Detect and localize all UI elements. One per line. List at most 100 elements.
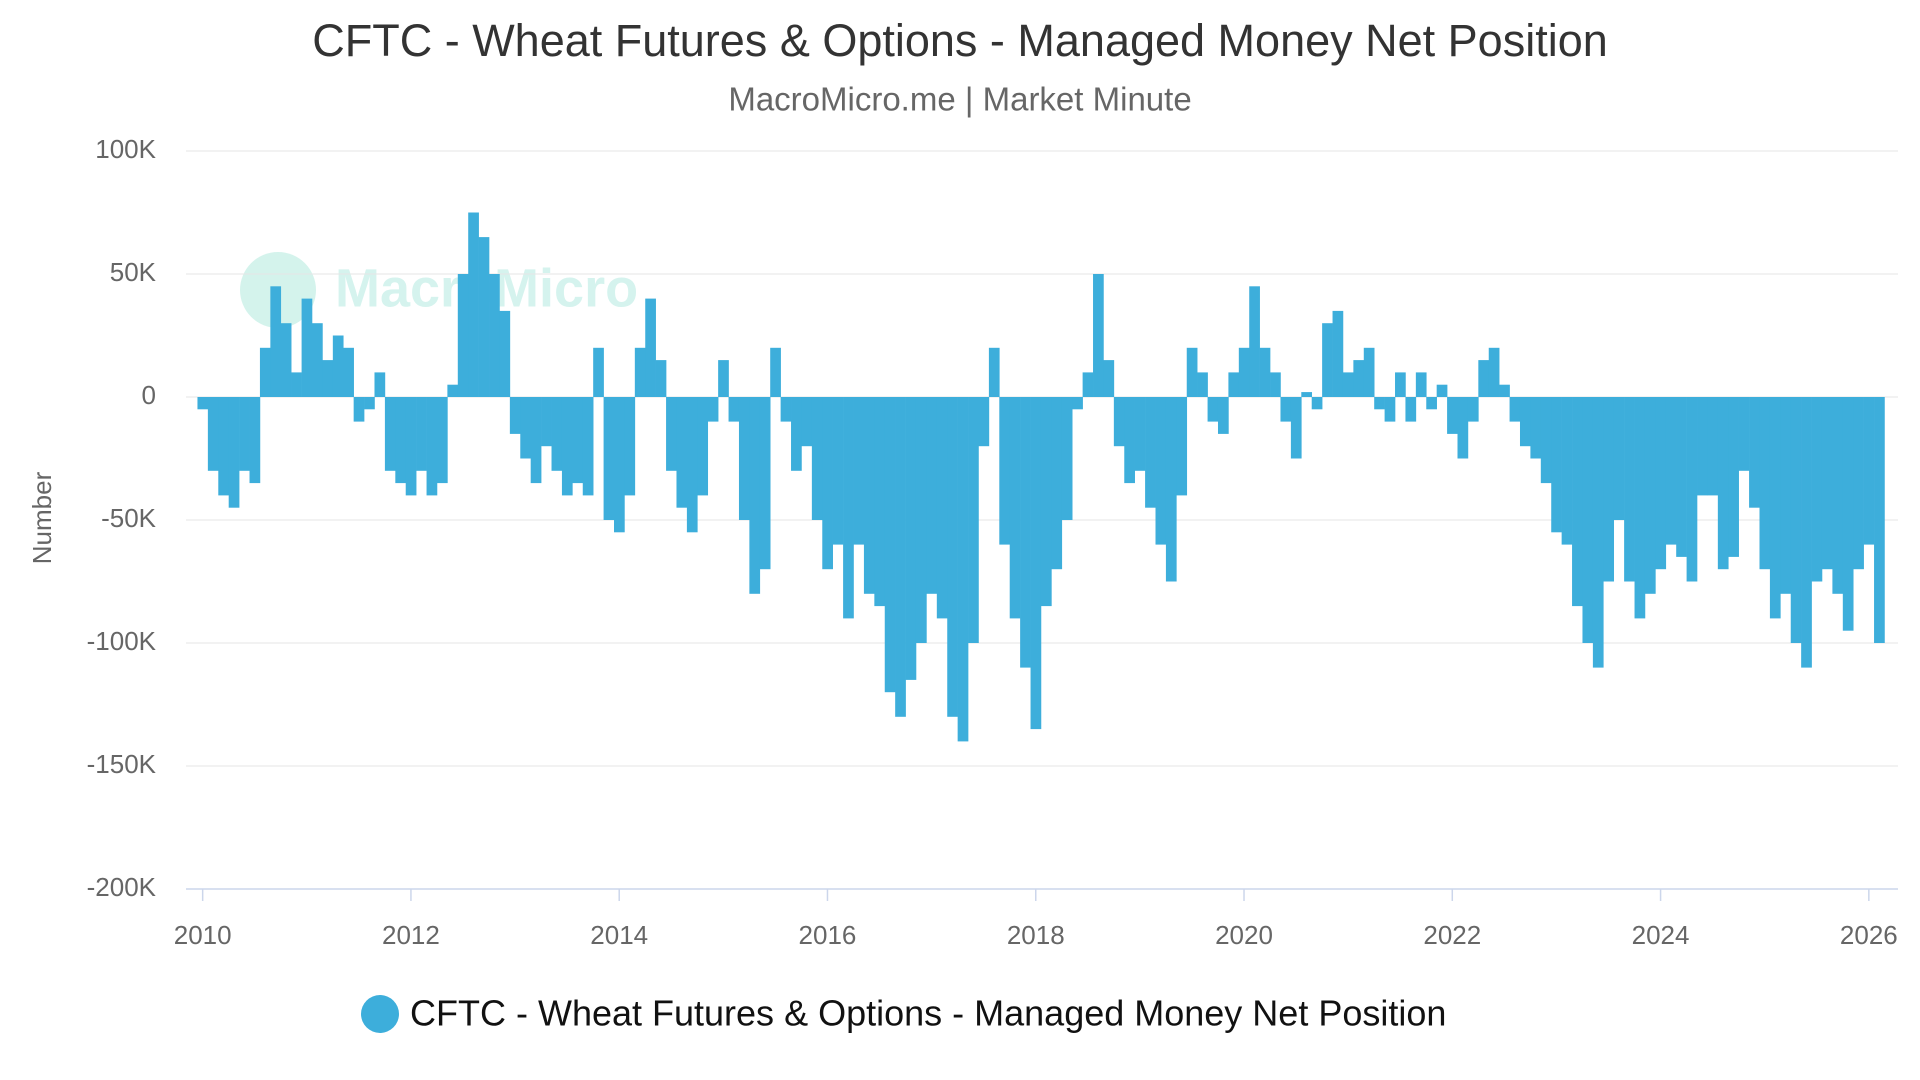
bar	[1655, 397, 1667, 570]
bar	[1270, 372, 1281, 397]
bar	[1801, 397, 1812, 668]
x-tick-label: 2014	[590, 920, 648, 950]
bar	[853, 397, 865, 545]
bar	[1780, 397, 1792, 594]
chart-subtitle: MacroMicro.me | Market Minute	[728, 81, 1191, 118]
bar	[1613, 397, 1625, 520]
bar	[1384, 397, 1396, 422]
bar	[1165, 397, 1177, 582]
bar	[655, 360, 667, 397]
bar	[291, 372, 302, 397]
bar	[843, 397, 854, 619]
bar	[1592, 397, 1604, 668]
y-tick-label: -50K	[101, 503, 157, 533]
bar	[582, 397, 594, 496]
bar	[1238, 347, 1250, 397]
bar	[759, 397, 771, 570]
bar	[1624, 397, 1635, 582]
bar	[1030, 397, 1042, 730]
bar	[1040, 397, 1052, 607]
bar	[1697, 397, 1708, 496]
bar	[259, 347, 271, 397]
bar	[312, 323, 323, 397]
bar	[1530, 397, 1542, 459]
bar	[1863, 397, 1875, 545]
bar	[530, 397, 542, 484]
bar	[561, 397, 573, 496]
bar	[1561, 397, 1573, 545]
bar	[1665, 397, 1677, 545]
bar	[228, 397, 240, 508]
bar	[593, 347, 604, 397]
bar	[364, 397, 375, 410]
bar	[926, 397, 938, 594]
bar	[1228, 372, 1240, 397]
bar	[988, 347, 1000, 397]
bar	[676, 397, 688, 508]
bar	[249, 397, 261, 484]
bar	[905, 397, 917, 680]
bar	[1634, 397, 1646, 619]
bar	[1644, 397, 1656, 594]
bar	[1447, 397, 1458, 434]
bar	[832, 397, 844, 545]
bar	[541, 397, 552, 447]
bar	[915, 397, 927, 643]
y-tick-label: 100K	[95, 134, 156, 164]
bar	[1176, 397, 1188, 496]
bar	[1082, 372, 1094, 397]
bar	[353, 397, 365, 422]
bar	[863, 397, 875, 594]
bar	[322, 360, 334, 397]
legend-label: CFTC - Wheat Futures & Options - Managed…	[410, 993, 1446, 1034]
x-tick-label: 2026	[1840, 920, 1898, 950]
bar	[520, 397, 531, 459]
bar	[801, 397, 813, 447]
y-tick-label: 50K	[110, 257, 157, 287]
bar	[1134, 397, 1146, 471]
bar	[1405, 397, 1417, 422]
bar	[1582, 397, 1594, 643]
bar	[957, 397, 969, 742]
bar	[1436, 384, 1448, 397]
bar	[822, 397, 833, 570]
bar	[780, 397, 792, 422]
bar	[707, 397, 719, 422]
bar	[1363, 347, 1375, 397]
bar	[1051, 397, 1063, 570]
bar	[1457, 397, 1469, 459]
bar	[384, 397, 396, 471]
bar	[436, 397, 448, 484]
bar	[1821, 397, 1833, 570]
bar	[1072, 397, 1083, 410]
bar	[1686, 397, 1698, 582]
bar	[426, 397, 438, 496]
y-axis-label: Number	[27, 471, 57, 564]
bar	[301, 298, 313, 397]
bar	[207, 397, 219, 471]
bar	[738, 397, 750, 520]
legend-marker	[361, 995, 399, 1033]
x-tick-label: 2010	[174, 920, 232, 950]
bar	[489, 274, 500, 397]
bar	[1811, 397, 1823, 582]
bar	[1353, 360, 1365, 397]
bar	[1290, 397, 1302, 459]
bar	[1103, 360, 1115, 397]
bar	[1207, 397, 1219, 422]
chart-title: CFTC - Wheat Futures & Options - Managed…	[312, 15, 1608, 66]
bar	[478, 237, 490, 397]
bar	[1488, 347, 1500, 397]
x-tick-label: 2018	[1007, 920, 1065, 950]
bar	[405, 397, 417, 496]
bar	[1124, 397, 1135, 484]
bar	[978, 397, 990, 447]
bar	[728, 397, 740, 422]
bar	[1155, 397, 1167, 545]
bar	[218, 397, 229, 496]
bar	[416, 397, 427, 471]
bar	[1551, 397, 1562, 533]
bar	[1874, 397, 1885, 643]
